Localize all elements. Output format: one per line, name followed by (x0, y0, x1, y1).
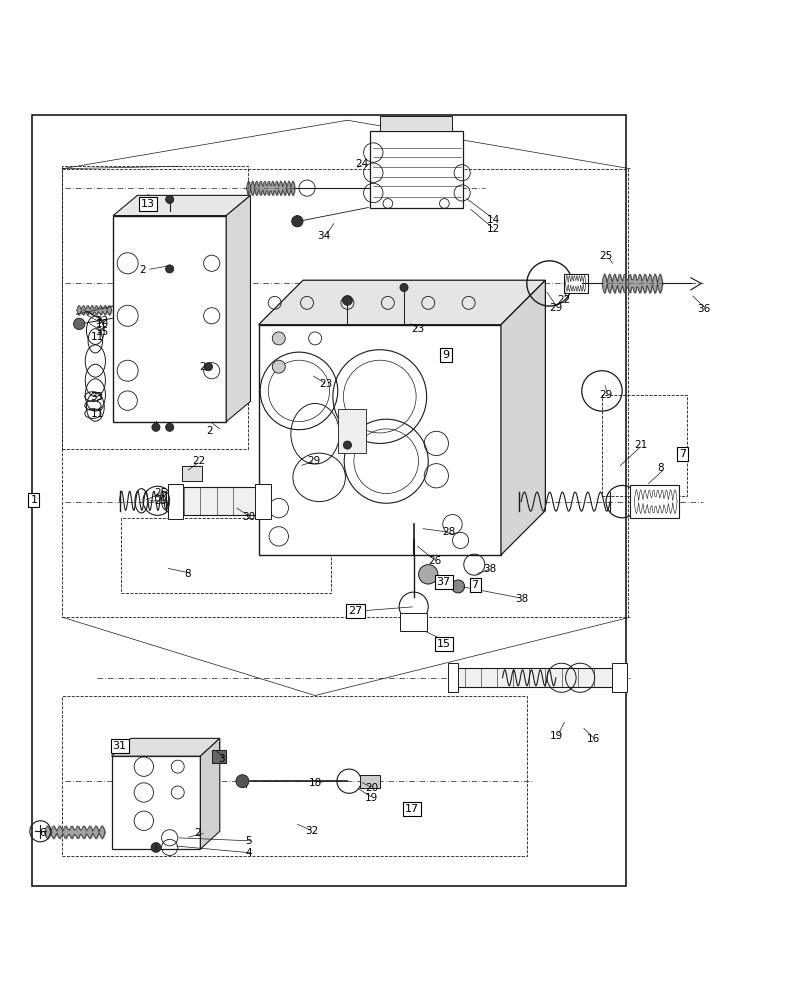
Text: 1: 1 (31, 495, 37, 505)
Circle shape (343, 441, 351, 449)
Circle shape (152, 423, 160, 431)
Text: 12: 12 (486, 224, 499, 234)
Polygon shape (259, 280, 545, 325)
Text: 4: 4 (246, 848, 252, 858)
Text: 38: 38 (483, 564, 496, 574)
Bar (174, 487, 259, 515)
Text: 10: 10 (95, 319, 108, 329)
Polygon shape (112, 738, 220, 756)
Bar (32, 115, 626, 886)
Circle shape (204, 363, 213, 371)
Text: 25: 25 (154, 488, 167, 498)
Text: 27: 27 (348, 606, 363, 616)
Bar (113, 216, 226, 422)
Text: 23: 23 (319, 379, 332, 389)
Text: 2: 2 (139, 265, 145, 275)
Text: 19: 19 (365, 793, 378, 803)
Polygon shape (200, 738, 220, 849)
Text: 13: 13 (141, 199, 155, 209)
Bar (448, 663, 458, 692)
Text: 21: 21 (634, 440, 647, 450)
Polygon shape (501, 280, 545, 555)
Circle shape (236, 775, 249, 788)
Bar (168, 484, 183, 519)
Circle shape (272, 360, 285, 373)
Circle shape (292, 216, 303, 227)
Circle shape (343, 296, 352, 305)
Text: 8: 8 (184, 569, 191, 579)
Text: 8: 8 (657, 463, 663, 473)
Bar (62, 169, 628, 617)
Text: 2: 2 (206, 426, 213, 436)
Circle shape (74, 318, 85, 330)
Text: 2: 2 (200, 362, 206, 372)
Bar (338, 409, 366, 453)
Text: 29: 29 (549, 303, 562, 313)
Text: 20: 20 (365, 783, 378, 793)
Text: 9: 9 (443, 350, 449, 360)
Text: 23: 23 (411, 324, 424, 334)
Text: 24: 24 (356, 159, 368, 169)
Text: 29: 29 (154, 496, 167, 506)
Bar (630, 485, 679, 518)
Bar (370, 131, 463, 208)
Text: 26: 26 (428, 556, 441, 566)
Bar (360, 775, 380, 788)
Bar (564, 274, 588, 293)
Circle shape (419, 565, 438, 584)
Text: 38: 38 (516, 594, 528, 604)
Bar (612, 663, 627, 692)
Text: 32: 32 (95, 316, 108, 326)
Bar (602, 395, 687, 496)
Text: 3: 3 (218, 754, 225, 764)
Circle shape (166, 423, 174, 431)
Text: 11: 11 (90, 409, 103, 419)
Circle shape (452, 580, 465, 593)
Bar (452, 668, 614, 687)
Text: 29: 29 (600, 390, 612, 400)
Text: 2: 2 (194, 828, 200, 838)
Text: 6: 6 (39, 828, 45, 838)
Text: 36: 36 (697, 304, 710, 314)
Circle shape (400, 283, 408, 292)
Text: 22: 22 (558, 295, 570, 305)
Text: 35: 35 (95, 327, 108, 337)
Text: 14: 14 (486, 215, 499, 225)
Text: 16: 16 (587, 734, 600, 744)
Text: 15: 15 (436, 639, 451, 649)
Text: 5: 5 (246, 836, 252, 846)
Circle shape (166, 265, 174, 273)
Bar (212, 750, 226, 763)
Bar (380, 116, 452, 131)
Text: 25: 25 (600, 251, 612, 261)
Circle shape (151, 843, 161, 852)
Bar (400, 613, 427, 631)
Bar (255, 484, 271, 519)
Text: 28: 28 (442, 527, 455, 537)
Text: 19: 19 (549, 731, 562, 741)
Polygon shape (113, 195, 250, 216)
Text: 11: 11 (90, 332, 103, 342)
Circle shape (166, 195, 174, 203)
Text: 29: 29 (307, 456, 320, 466)
Circle shape (272, 332, 285, 345)
Text: 7: 7 (472, 580, 478, 590)
Text: 7: 7 (680, 449, 686, 459)
Text: 17: 17 (405, 804, 419, 814)
Bar (62, 696, 527, 856)
Text: 18: 18 (309, 778, 322, 788)
Text: 33: 33 (90, 392, 103, 402)
Text: 31: 31 (112, 741, 127, 751)
Text: 22: 22 (192, 456, 205, 466)
Bar (121, 518, 331, 593)
Text: 32: 32 (305, 826, 318, 836)
Text: 34: 34 (318, 231, 330, 241)
Text: 30: 30 (242, 512, 255, 522)
Bar (259, 325, 501, 555)
Bar (112, 756, 200, 849)
Bar (62, 166, 248, 449)
Polygon shape (226, 195, 250, 422)
Text: 37: 37 (436, 577, 451, 587)
Bar (182, 466, 202, 481)
